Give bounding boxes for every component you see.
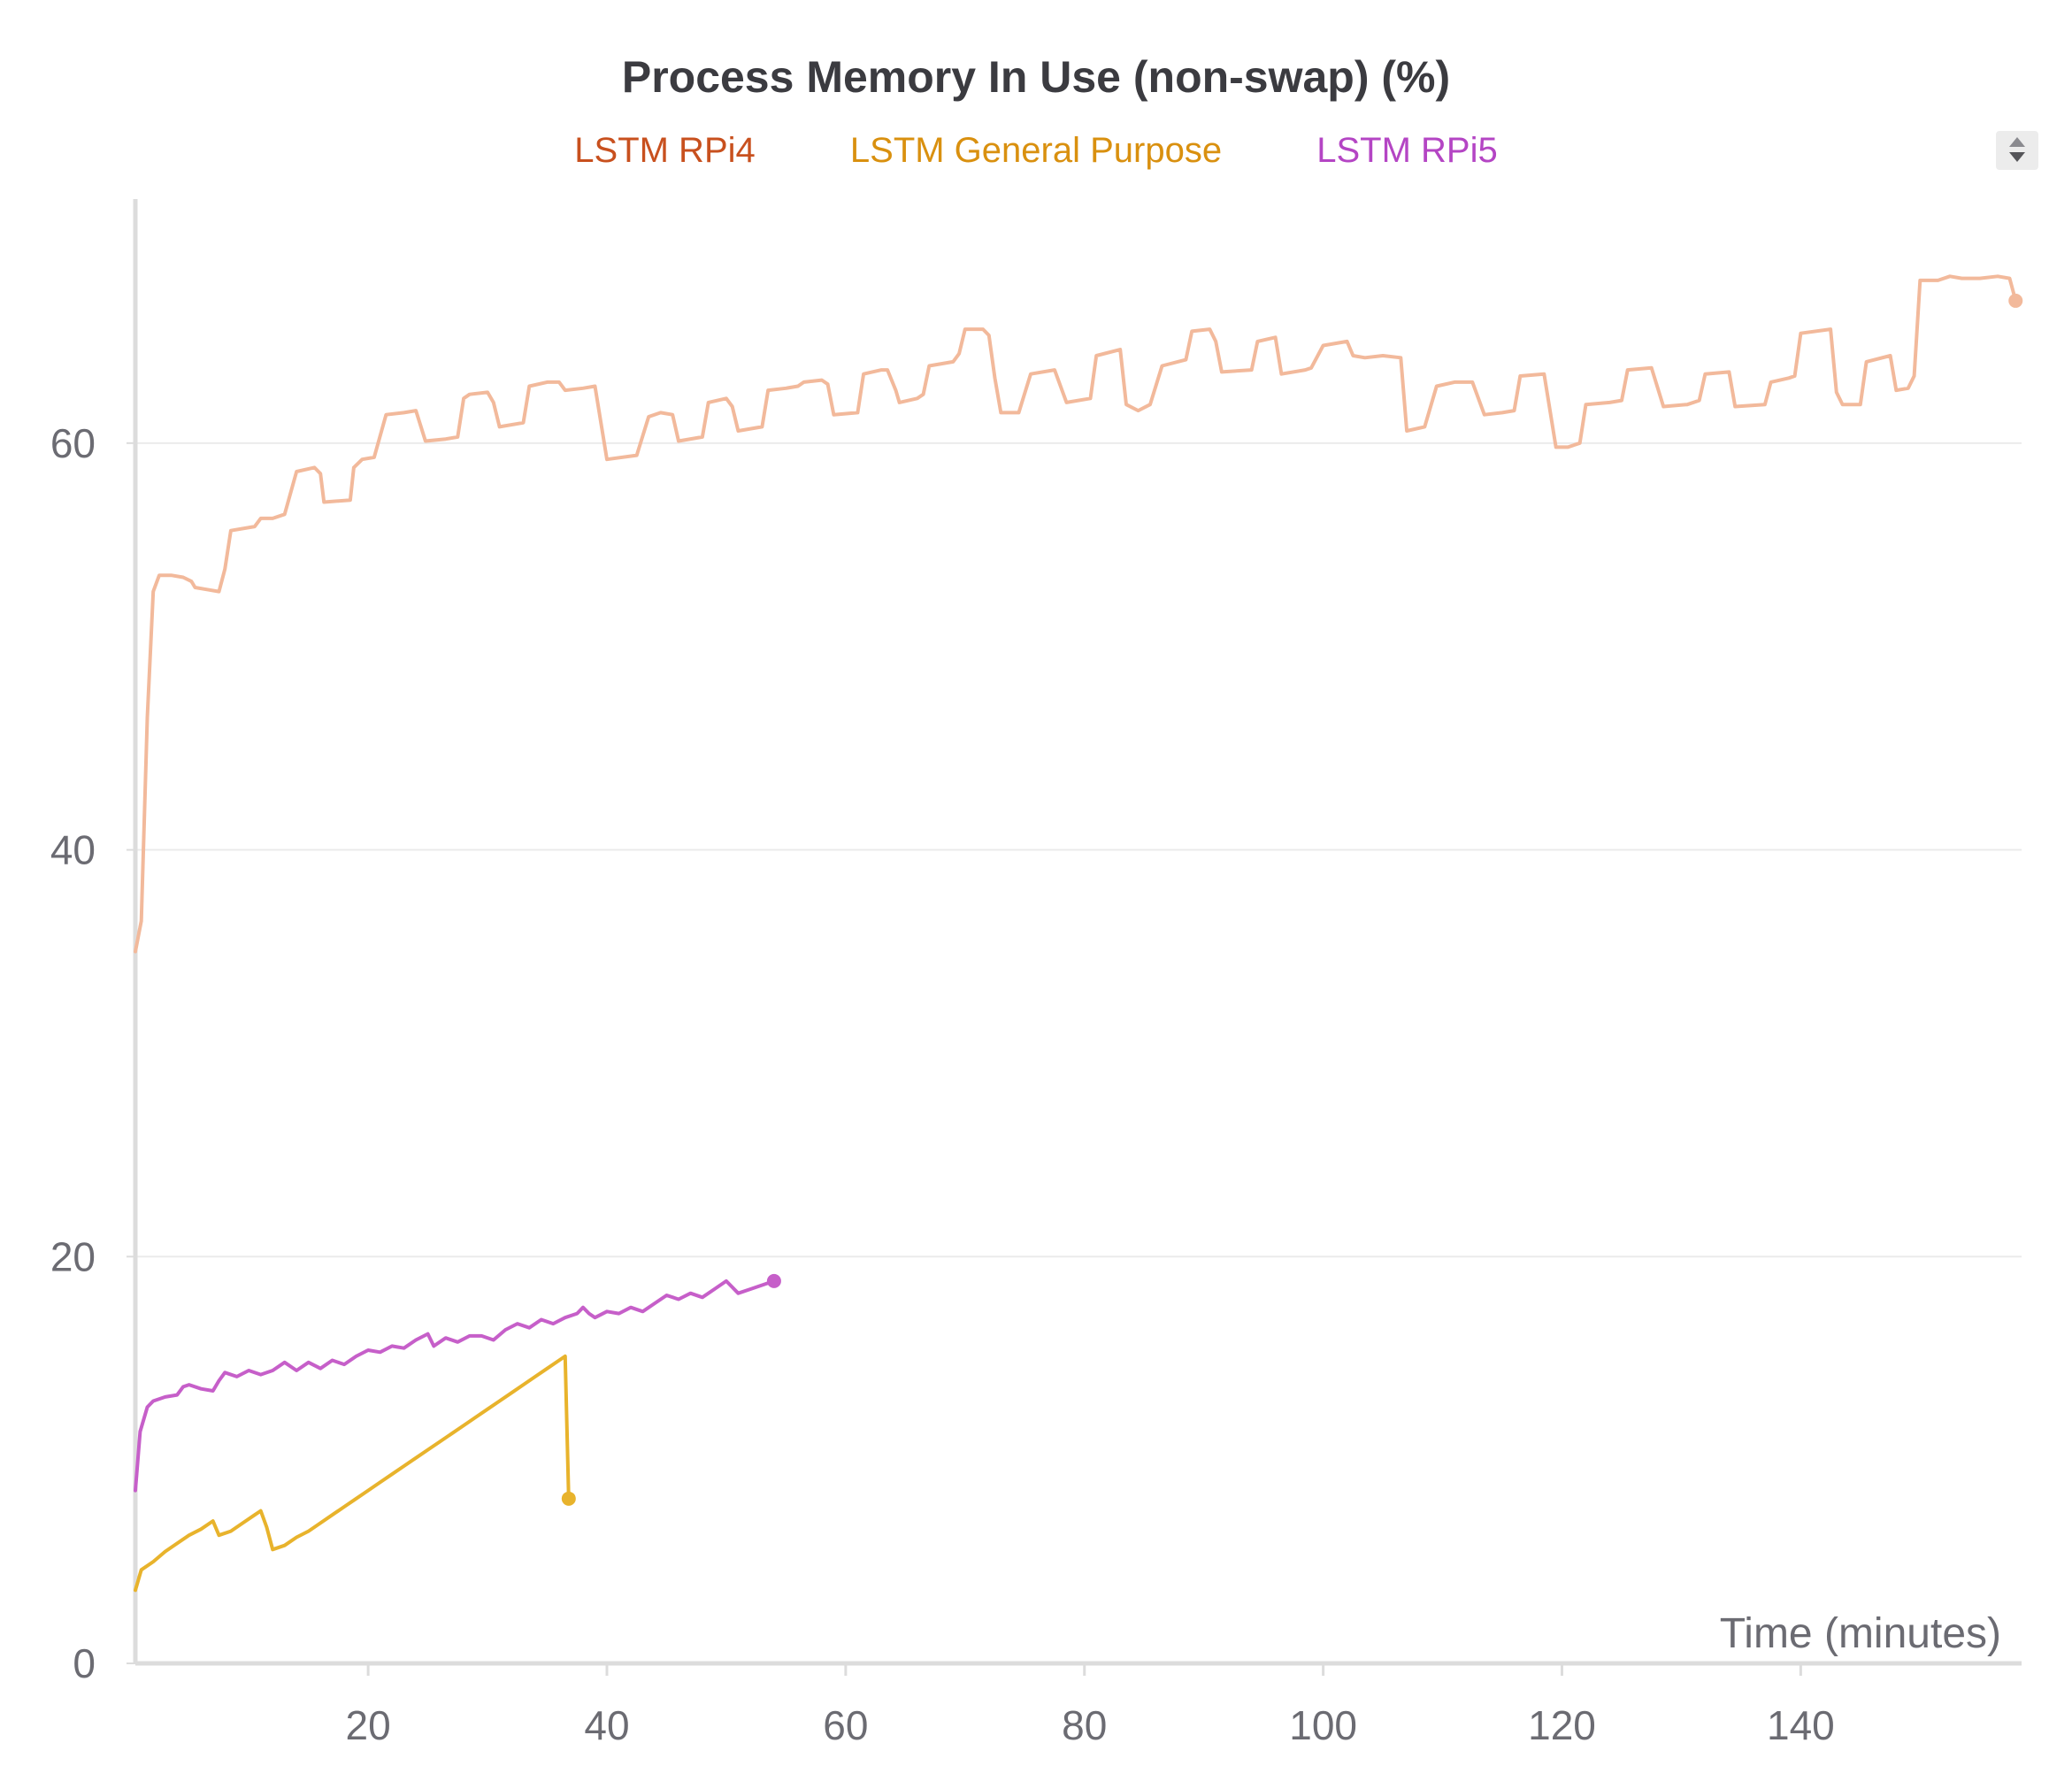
grid-lines <box>135 441 2022 1258</box>
x-tick-label: 80 <box>1062 1702 1107 1748</box>
legend-item-lstm-rpi4[interactable]: LSTM RPi4 <box>574 131 756 170</box>
y-tick-label: 0 <box>73 1640 96 1686</box>
arrow-down-icon <box>2009 152 2025 162</box>
y-tick-label: 40 <box>50 827 96 873</box>
series-line-lstm-rpi4[interactable] <box>134 274 2018 954</box>
x-tick-label: 120 <box>1528 1702 1596 1748</box>
y-tick-label: 60 <box>50 420 96 466</box>
arrow-up-icon <box>2009 137 2025 147</box>
legend-item-lstm-general-purpose[interactable]: LSTM General Purpose <box>849 131 1223 170</box>
legend-scroll-control[interactable] <box>1996 131 2038 170</box>
series-endpoint-lstm-rpi5[interactable] <box>766 1273 781 1288</box>
x-tick-label: 100 <box>1289 1702 1357 1748</box>
legend-item-lstm-rpi5[interactable]: LSTM RPi5 <box>1316 131 1498 170</box>
y-tick-label: 20 <box>50 1233 96 1279</box>
series-line-lstm-rpi5[interactable] <box>134 1278 776 1493</box>
series-line-lstm-general-purpose[interactable] <box>134 1354 571 1593</box>
series-lines <box>134 274 2023 1593</box>
axes: 0 20 40 60 20 40 60 80 100 120 140 <box>50 199 2022 1748</box>
x-tick-label: 20 <box>346 1702 391 1748</box>
x-tick-label: 40 <box>584 1702 629 1748</box>
x-axis-title: Time (minutes) <box>1720 1610 2001 1657</box>
series-endpoint-lstm-general-purpose[interactable] <box>561 1491 576 1506</box>
chart-title: Process Memory In Use (non-swap) (%) <box>621 52 1451 102</box>
legend: LSTM RPi4 LSTM General Purpose LSTM RPi5 <box>0 131 2072 171</box>
series-endpoint-lstm-rpi4[interactable] <box>2008 293 2023 308</box>
x-tick-label: 60 <box>823 1702 868 1748</box>
x-tick-label: 140 <box>1767 1702 1835 1748</box>
